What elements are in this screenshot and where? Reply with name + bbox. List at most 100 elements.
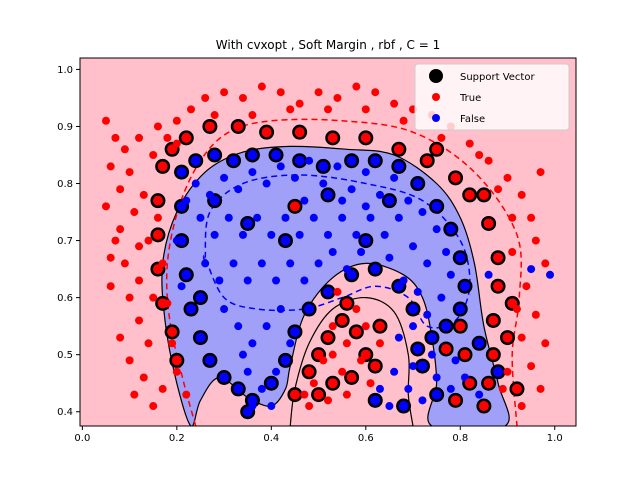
- true-point: [327, 132, 338, 143]
- false-point: [272, 276, 281, 285]
- y-tick-label: 0.4: [57, 407, 73, 418]
- true-point: [168, 339, 177, 348]
- true-point: [508, 213, 517, 222]
- y-tick-label: 1.0: [57, 65, 73, 76]
- true-point: [106, 282, 115, 291]
- true-point: [531, 236, 540, 245]
- x-axis: 0.0 0.2 0.4 0.6 0.8 1.0: [74, 426, 563, 444]
- true-point: [503, 173, 512, 182]
- false-point: [408, 304, 419, 315]
- true-point: [361, 322, 370, 331]
- false-point: [445, 224, 456, 235]
- true-point: [341, 298, 352, 309]
- false-point: [324, 230, 332, 239]
- false-point: [390, 173, 399, 182]
- false-point: [390, 367, 399, 376]
- false-point: [431, 389, 442, 400]
- true-point: [157, 161, 168, 172]
- true-point: [437, 133, 446, 142]
- false-point: [346, 155, 357, 166]
- legend-support-vector-marker: [429, 69, 443, 83]
- true-point: [352, 305, 361, 314]
- false-point: [280, 235, 291, 246]
- false-point: [418, 396, 427, 405]
- false-point: [242, 406, 253, 417]
- true-point: [248, 111, 257, 120]
- true-point: [153, 213, 162, 222]
- false-point: [294, 155, 305, 166]
- false-point: [253, 213, 262, 222]
- false-point: [361, 168, 370, 177]
- false-point: [338, 213, 347, 222]
- false-point: [318, 161, 329, 172]
- legend: Support Vector True False: [414, 63, 570, 131]
- true-point: [393, 144, 404, 155]
- true-point: [220, 88, 229, 97]
- false-point: [357, 247, 366, 256]
- false-point: [176, 235, 187, 246]
- true-point: [360, 132, 371, 143]
- true-point: [483, 378, 494, 389]
- true-point: [531, 310, 540, 319]
- false-point: [398, 401, 409, 412]
- false-point: [333, 162, 342, 171]
- false-point: [546, 270, 555, 279]
- true-point: [475, 150, 484, 159]
- true-point: [157, 298, 168, 309]
- true-point: [465, 139, 474, 148]
- false-point: [455, 252, 466, 263]
- true-point: [152, 195, 163, 206]
- true-point: [324, 105, 332, 114]
- true-point: [313, 349, 324, 360]
- false-point: [338, 196, 347, 205]
- false-point: [234, 185, 243, 194]
- false-point: [248, 339, 257, 348]
- false-point: [286, 259, 295, 268]
- true-point: [120, 259, 129, 268]
- false-point: [177, 282, 186, 291]
- false-point: [234, 322, 243, 331]
- true-point: [488, 315, 499, 326]
- true-point: [375, 339, 384, 348]
- false-point: [220, 305, 229, 314]
- false-point: [441, 321, 452, 332]
- true-point: [507, 298, 518, 309]
- false-point: [394, 213, 403, 222]
- true-point: [139, 190, 148, 199]
- true-point: [261, 127, 272, 138]
- false-point: [319, 179, 328, 188]
- false-point: [370, 264, 381, 275]
- false-point: [276, 162, 285, 171]
- true-point: [390, 99, 399, 108]
- false-point: [423, 310, 432, 319]
- false-point: [262, 179, 271, 188]
- true-point: [238, 93, 247, 102]
- false-point: [219, 372, 230, 383]
- true-point: [276, 88, 285, 97]
- false-point: [431, 201, 442, 212]
- true-point: [171, 355, 182, 366]
- false-point: [394, 333, 403, 342]
- true-point: [366, 379, 375, 388]
- false-point: [176, 201, 187, 212]
- true-point: [450, 172, 461, 183]
- true-point: [144, 236, 153, 245]
- false-point: [209, 195, 220, 206]
- false-point: [347, 185, 356, 194]
- true-point: [106, 162, 115, 171]
- true-point: [300, 390, 309, 399]
- true-point: [527, 213, 536, 222]
- true-point: [305, 402, 314, 411]
- true-point: [130, 208, 139, 217]
- false-point: [323, 286, 333, 297]
- true-point: [120, 145, 129, 154]
- true-point: [327, 378, 338, 389]
- legend-support-vector-label: Support Vector: [460, 72, 535, 83]
- false-point: [352, 230, 361, 239]
- true-point: [517, 333, 526, 342]
- false-point: [191, 179, 200, 188]
- false-point: [247, 149, 258, 160]
- false-point: [328, 247, 337, 256]
- true-point: [493, 281, 504, 292]
